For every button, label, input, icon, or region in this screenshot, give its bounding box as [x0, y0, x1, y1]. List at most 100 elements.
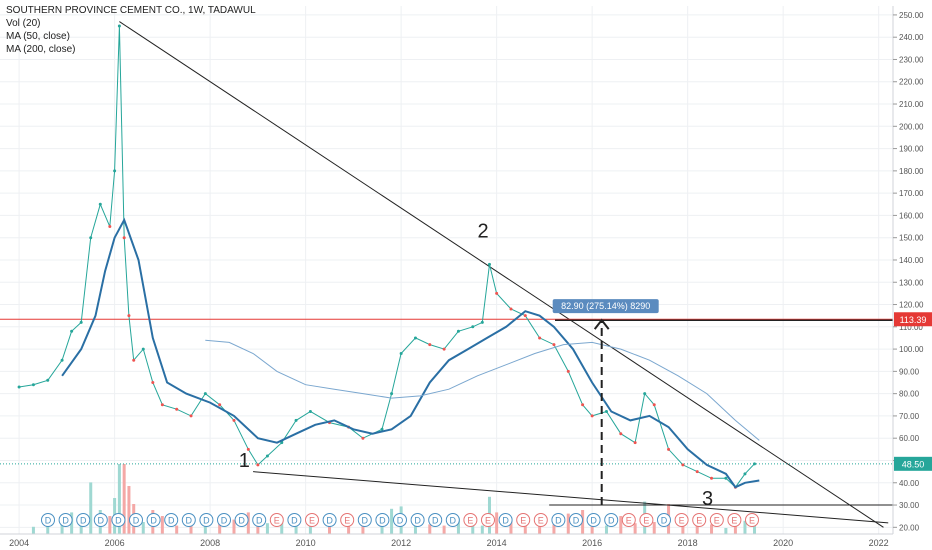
volume-bar-16 — [160, 516, 164, 534]
y-tick-label-13: 150.00 — [899, 234, 924, 243]
legend-ma50: MA (50, close) — [6, 31, 70, 42]
event-marker-label-2: D — [80, 516, 87, 526]
price-point-61 — [753, 462, 757, 466]
y-axis: 20.0030.0040.0050.0060.0070.0080.0090.00… — [892, 6, 932, 534]
x-tick-label-5: 2014 — [487, 538, 507, 548]
volume-bar-39 — [480, 525, 484, 534]
volume-bar-45 — [552, 524, 556, 534]
event-marker-label-31: D — [590, 516, 597, 526]
volume-bar-61 — [753, 522, 757, 534]
event-marker-label-20: D — [397, 516, 404, 526]
last-price-badge — [894, 456, 932, 471]
price-point-35 — [428, 343, 432, 347]
price-point-49 — [604, 409, 608, 413]
volume-bar-18 — [189, 524, 193, 534]
y-tick-label-0: 20.00 — [899, 523, 920, 532]
price-point-43 — [523, 314, 527, 318]
price-point-60 — [743, 472, 747, 476]
price-point-21 — [232, 418, 236, 422]
y-tick-label-6: 80.00 — [899, 390, 920, 399]
y-tick-label-12: 140.00 — [899, 256, 924, 265]
y-tick-label-2: 40.00 — [899, 479, 920, 488]
event-marker-13 — [269, 513, 284, 527]
price-point-36 — [442, 347, 446, 351]
measure-arrow-head — [593, 318, 610, 330]
volume-bar-21 — [232, 519, 236, 534]
event-marker-label-21: D — [414, 516, 421, 526]
price-point-9 — [113, 169, 117, 173]
price-point-58 — [724, 476, 728, 480]
price-point-48 — [590, 414, 594, 418]
event-marker-label-26: D — [502, 516, 509, 526]
event-marker-2 — [76, 513, 91, 527]
event-marker-label-11: D — [238, 516, 245, 526]
volume-bar-48 — [590, 522, 594, 534]
event-marker-24 — [463, 513, 478, 527]
measure-label-bg — [552, 299, 659, 314]
wave-label-2: 2 — [478, 221, 489, 243]
volume-bar-24 — [265, 523, 269, 534]
price-point-14 — [141, 347, 145, 351]
event-marker-label-37: E — [696, 516, 702, 526]
price-point-37 — [456, 329, 460, 333]
price-point-53 — [652, 403, 656, 407]
event-marker-38 — [709, 513, 724, 527]
event-marker-8 — [181, 513, 196, 527]
event-marker-20 — [393, 513, 407, 527]
measure-label: 82.90 (275.14%) 8290 — [561, 301, 650, 311]
event-marker-15 — [305, 513, 319, 527]
event-marker-label-13: E — [274, 516, 280, 526]
volume-bar-36 — [442, 525, 446, 534]
event-marker-label-36: E — [679, 516, 685, 526]
event-marker-32 — [604, 513, 619, 527]
volume-bar-51 — [633, 523, 637, 534]
volume-bar-41 — [495, 512, 499, 534]
price-point-56 — [695, 470, 699, 474]
volume-bar-29 — [347, 525, 351, 534]
event-marker-label-7: D — [168, 516, 175, 526]
price-point-17 — [175, 407, 179, 411]
volume-bar-35 — [428, 524, 432, 534]
price-point-54 — [667, 447, 671, 451]
y-tick-label-11: 130.00 — [899, 278, 924, 287]
price-point-40 — [487, 262, 491, 266]
y-tick-label-4: 60.00 — [899, 434, 920, 443]
volume-bar-22 — [246, 512, 250, 534]
event-marker-label-16: D — [326, 516, 333, 526]
legend: SOUTHERN PROVINCE CEMENT CO., 1W, TADAWU… — [6, 4, 256, 56]
y-tick-label-19: 210.00 — [899, 100, 924, 109]
price-point-30 — [361, 436, 365, 440]
annotations: 82.90 (275.14%) 8290 1 2 3 — [239, 221, 713, 510]
volume-bar-31 — [380, 523, 384, 534]
trendlines — [0, 21, 893, 528]
grid — [0, 6, 893, 534]
price-point-15 — [151, 381, 155, 385]
y-tick-label-20: 220.00 — [899, 78, 924, 87]
event-marker-11 — [234, 513, 249, 527]
chart-title: SOUTHERN PROVINCE CEMENT CO., 1W, TADAWU… — [6, 5, 256, 16]
price-point-46 — [566, 369, 570, 373]
price-point-57 — [710, 476, 714, 480]
price-point-41 — [495, 291, 499, 295]
event-marker-23 — [445, 513, 460, 527]
event-marker-label-18: D — [362, 516, 369, 526]
event-marker-21 — [410, 513, 425, 527]
price-point-44 — [538, 336, 542, 340]
price-point-55 — [681, 463, 685, 467]
price-point-42 — [509, 307, 513, 311]
event-marker-29 — [551, 513, 566, 527]
event-marker-1 — [58, 513, 73, 527]
volume-bar-43 — [523, 524, 527, 534]
y-tick-label-1: 30.00 — [899, 501, 920, 510]
event-marker-10 — [217, 513, 231, 527]
event-marker-label-33: E — [626, 516, 632, 526]
event-marker-label-38: E — [714, 516, 720, 526]
event-marker-label-39: E — [731, 516, 737, 526]
event-marker-9 — [199, 513, 214, 527]
x-tick-label-1: 2006 — [105, 538, 125, 548]
x-tick-label-8: 2020 — [773, 538, 793, 548]
event-marker-label-15: E — [309, 516, 315, 526]
price-point-3 — [60, 358, 64, 362]
